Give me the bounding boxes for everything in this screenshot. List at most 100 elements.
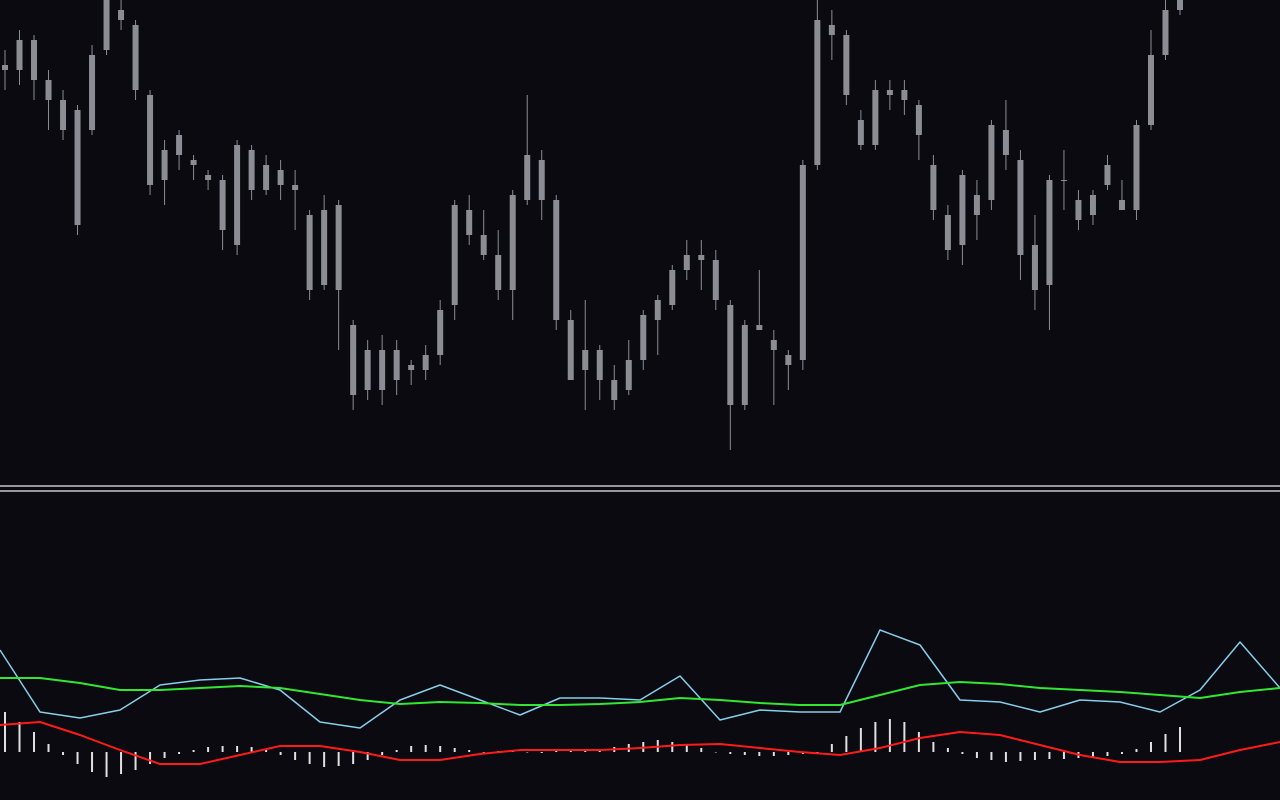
histogram-bar	[1164, 734, 1167, 752]
histogram-bar	[366, 752, 369, 760]
histogram-bar	[192, 750, 195, 752]
candle-body	[625, 360, 632, 390]
histogram-bar	[323, 752, 326, 767]
candle-body	[886, 90, 893, 95]
histogram-bar	[294, 752, 297, 760]
candle-body	[524, 155, 531, 200]
candle-body	[45, 80, 52, 100]
histogram-bar	[1019, 752, 1022, 761]
candle-body	[408, 365, 415, 370]
histogram-bar	[453, 748, 456, 752]
histogram-bar	[424, 745, 427, 752]
candle-body	[596, 350, 603, 380]
histogram-bar	[859, 728, 862, 752]
candle-body	[16, 40, 23, 70]
histogram-bar	[91, 752, 94, 772]
histogram-bar	[439, 746, 442, 752]
candle-body	[785, 355, 792, 365]
candle-body	[1118, 200, 1125, 210]
candle-body	[756, 325, 763, 330]
candle-body	[553, 200, 560, 320]
candle-body	[393, 350, 400, 380]
candle-body	[1177, 0, 1183, 10]
histogram-bar	[279, 752, 282, 755]
candle-body	[60, 100, 67, 130]
candle-body	[1147, 55, 1154, 125]
candle-body	[335, 205, 342, 290]
candle-body	[930, 165, 937, 210]
histogram-bar	[308, 752, 311, 764]
histogram-bar	[1135, 749, 1138, 752]
candle-body	[857, 120, 864, 145]
histogram-bar	[816, 752, 819, 753]
candle-body	[495, 255, 502, 290]
candle-body	[205, 175, 212, 180]
histogram-bar	[163, 752, 166, 758]
histogram-bar	[1091, 752, 1094, 757]
histogram-bar	[76, 752, 79, 764]
histogram-bar	[482, 752, 485, 753]
candle-body	[727, 305, 734, 405]
histogram-bar	[236, 746, 239, 752]
candle-body	[944, 215, 951, 250]
candle-body	[118, 10, 125, 20]
histogram-bar	[787, 752, 790, 755]
candle-body	[31, 40, 38, 80]
candle-body	[350, 325, 357, 395]
candle-body	[799, 165, 806, 360]
histogram-bar	[1120, 752, 1123, 754]
candle-body	[1017, 160, 1024, 255]
candle-body	[74, 110, 81, 225]
candle-body	[1031, 245, 1038, 290]
histogram-bar	[105, 752, 108, 777]
histogram-bar	[47, 744, 50, 752]
candle-body	[567, 320, 574, 380]
histogram-bar	[540, 752, 543, 753]
candle-body	[915, 105, 922, 135]
candle-body	[248, 150, 255, 190]
candle-body	[611, 380, 618, 400]
candle-body	[306, 215, 313, 290]
candle-body	[292, 185, 299, 190]
histogram-bar	[1179, 727, 1181, 752]
candle-body	[770, 340, 777, 350]
candle-body	[1002, 130, 1009, 155]
histogram-bar	[758, 752, 761, 756]
candle-body	[538, 160, 545, 200]
candle-body	[509, 195, 516, 290]
candle-body	[480, 235, 487, 255]
histogram-bar	[700, 748, 703, 752]
histogram-bar	[207, 747, 210, 752]
histogram-bar	[178, 752, 181, 754]
histogram-bar	[120, 752, 123, 774]
candle-body	[364, 350, 371, 390]
candle-body	[103, 0, 110, 50]
candle-body	[640, 315, 647, 360]
candle-body	[1060, 180, 1067, 181]
histogram-bar	[961, 752, 964, 754]
candle-body	[132, 25, 139, 90]
candle-body	[263, 165, 270, 190]
candle-body	[219, 180, 226, 230]
histogram-bar	[337, 752, 340, 766]
histogram-bar	[250, 747, 253, 752]
histogram-bar	[134, 752, 137, 770]
candle-body	[814, 20, 821, 165]
candle-body	[190, 160, 197, 165]
candle-body	[147, 95, 154, 185]
histogram-bar	[18, 722, 21, 752]
candle-body	[161, 150, 168, 180]
candle-body	[379, 350, 386, 390]
histogram-bar	[352, 752, 355, 764]
histogram-bar	[685, 744, 688, 752]
indicator-line	[0, 677, 1280, 706]
histogram-bar	[888, 719, 891, 752]
histogram-bar	[1106, 752, 1109, 756]
candle-body	[1089, 195, 1096, 215]
histogram-bar	[149, 752, 152, 764]
histogram-bar	[410, 746, 413, 752]
histogram-bar	[526, 752, 529, 753]
histogram-bar	[1062, 752, 1065, 759]
